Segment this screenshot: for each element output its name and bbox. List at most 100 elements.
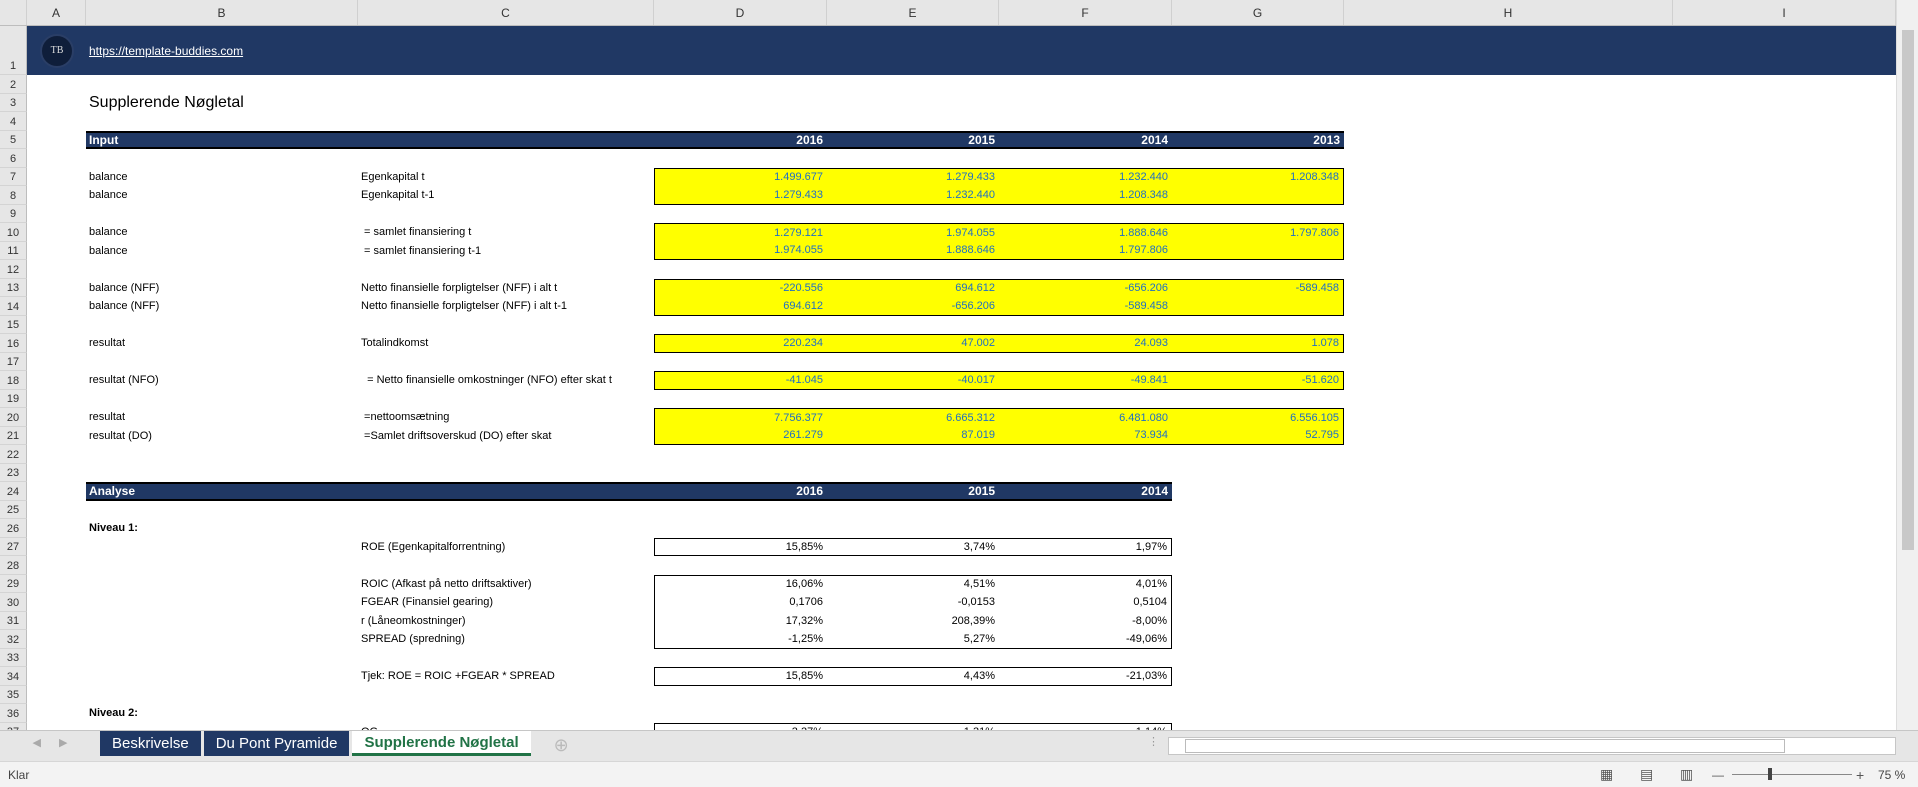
row-header[interactable]: 32 (0, 630, 27, 649)
cell-C25[interactable] (358, 501, 654, 520)
cell-F16[interactable]: 24.093 (999, 334, 1172, 353)
cell-D26[interactable] (654, 519, 827, 538)
cell-C29[interactable]: ROIC (Afkast på netto driftsaktiver) (358, 575, 654, 594)
cell-D18[interactable]: -41.045 (654, 371, 827, 390)
cell-E24[interactable]: 2015 (827, 482, 999, 501)
cell-C30[interactable]: FGEAR (Finansiel gearing) (358, 593, 654, 612)
cell-G14[interactable] (1172, 297, 1344, 316)
cell-G32[interactable] (1172, 630, 1344, 649)
cell-C7[interactable]: Egenkapital t (358, 168, 654, 187)
cell-E28[interactable] (827, 556, 999, 575)
cell-E6[interactable] (827, 149, 999, 168)
cell-H34[interactable] (1344, 667, 1673, 686)
cell-F7[interactable]: 1.232.440 (999, 167, 1172, 186)
cell-G20[interactable]: 6.556.105 (1172, 408, 1344, 427)
cell-F23[interactable] (999, 464, 1172, 483)
zoom-slider[interactable] (1732, 768, 1852, 780)
cell-G24[interactable] (1172, 482, 1344, 501)
cell-F30[interactable]: 0,5104 (999, 593, 1172, 612)
cell-H2[interactable] (1344, 75, 1673, 94)
cell-E7[interactable]: 1.279.433 (827, 167, 999, 186)
cell-E33[interactable] (827, 649, 999, 668)
cell-B13[interactable]: balance (NFF) (86, 279, 358, 298)
cell-D2[interactable] (654, 75, 827, 94)
row-header[interactable]: 28 (0, 556, 27, 575)
cell-E25[interactable] (827, 501, 999, 520)
cell-F25[interactable] (999, 501, 1172, 520)
cell-F20[interactable]: 6.481.080 (999, 408, 1172, 427)
cell-F11[interactable]: 1.797.806 (999, 241, 1172, 260)
spreadsheet-grid[interactable]: 1 TB https://template-buddies.com 2 3 Suppler… (0, 26, 1896, 730)
cell-C35[interactable] (358, 686, 654, 705)
cell-I28[interactable] (1673, 556, 1896, 575)
sheet-tab[interactable]: Supplerende Nøgletal (352, 731, 531, 756)
cell-G1[interactable] (1172, 26, 1344, 75)
cell-G21[interactable]: 52.795 (1172, 426, 1344, 445)
cell-C9[interactable] (358, 205, 654, 224)
cell-A13[interactable] (27, 279, 86, 298)
row-header[interactable]: 21 (0, 426, 27, 445)
cell-B18[interactable]: resultat (NFO) (86, 371, 358, 390)
cell-G12[interactable] (1172, 260, 1344, 279)
cell-E29[interactable]: 4,51% (827, 574, 999, 594)
cell-F35[interactable] (999, 686, 1172, 705)
cell-A33[interactable] (27, 649, 86, 668)
cell-H21[interactable] (1344, 427, 1673, 446)
cell-F32[interactable]: -49,06% (999, 630, 1172, 649)
row-header[interactable]: 11 (0, 241, 27, 260)
cell-C27[interactable]: ROE (Egenkapitalforrentning) (358, 538, 654, 557)
cell-D7[interactable]: 1.499.677 (654, 167, 827, 186)
cell-A27[interactable] (27, 538, 86, 557)
cell-H25[interactable] (1344, 501, 1673, 520)
row-header[interactable]: 29 (0, 574, 27, 593)
row-header[interactable]: 13 (0, 278, 27, 297)
cell-B14[interactable]: balance (NFF) (86, 297, 358, 316)
cell-C28[interactable] (358, 556, 654, 575)
cell-B20[interactable]: resultat (86, 408, 358, 427)
cell-D1[interactable] (654, 26, 827, 75)
row-header[interactable]: 4 (0, 112, 27, 131)
cell-G28[interactable] (1172, 556, 1344, 575)
cell-F29[interactable]: 4,01% (999, 574, 1172, 593)
row-header[interactable]: 36 (0, 704, 27, 723)
cell-I35[interactable] (1673, 686, 1896, 705)
row-header[interactable]: 20 (0, 408, 27, 427)
cell-B25[interactable] (86, 501, 358, 520)
cell-A23[interactable] (27, 464, 86, 483)
cell-E34[interactable]: 4,43% (827, 667, 999, 686)
cell-E10[interactable]: 1.974.055 (827, 223, 999, 242)
cell-C12[interactable] (358, 260, 654, 279)
cell-I1[interactable] (1673, 26, 1896, 75)
cell-F12[interactable] (999, 260, 1172, 279)
cell-B16[interactable]: resultat (86, 334, 358, 353)
cell-I14[interactable] (1673, 297, 1896, 316)
cell-G6[interactable] (1172, 149, 1344, 168)
cell-C8[interactable]: Egenkapital t-1 (358, 186, 654, 205)
cell-C17[interactable] (358, 353, 654, 372)
cell-B11[interactable]: balance (86, 242, 358, 261)
sheet-tab[interactable]: Beskrivelse (100, 731, 201, 756)
cell-G30[interactable] (1172, 593, 1344, 612)
cell-B5[interactable]: Input (86, 130, 358, 149)
cell-A8[interactable] (27, 186, 86, 205)
cell-H28[interactable] (1344, 556, 1673, 575)
cell-E2[interactable] (827, 75, 999, 94)
cell-D14[interactable]: 694.612 (654, 297, 827, 316)
cell-G27[interactable] (1172, 538, 1344, 557)
cell-D12[interactable] (654, 260, 827, 279)
cell-H32[interactable] (1344, 630, 1673, 649)
cell-G36[interactable] (1172, 704, 1344, 723)
cell-G11[interactable] (1172, 241, 1344, 260)
cell-B28[interactable] (86, 556, 358, 575)
cell-G4[interactable] (1172, 112, 1344, 131)
cell-C16[interactable]: Totalindkomst (358, 334, 654, 353)
cell-I34[interactable] (1673, 667, 1896, 686)
cell-C18[interactable]: = Netto finansielle omkostninger (NFO) e… (358, 371, 654, 390)
cell-D36[interactable] (654, 704, 827, 723)
row-header[interactable]: 35 (0, 685, 27, 704)
cell-F34[interactable]: -21,03% (999, 667, 1172, 686)
cell-H24[interactable] (1344, 482, 1673, 501)
cell-A7[interactable] (27, 168, 86, 187)
cell-H19[interactable] (1344, 390, 1673, 409)
cell-H23[interactable] (1344, 464, 1673, 483)
